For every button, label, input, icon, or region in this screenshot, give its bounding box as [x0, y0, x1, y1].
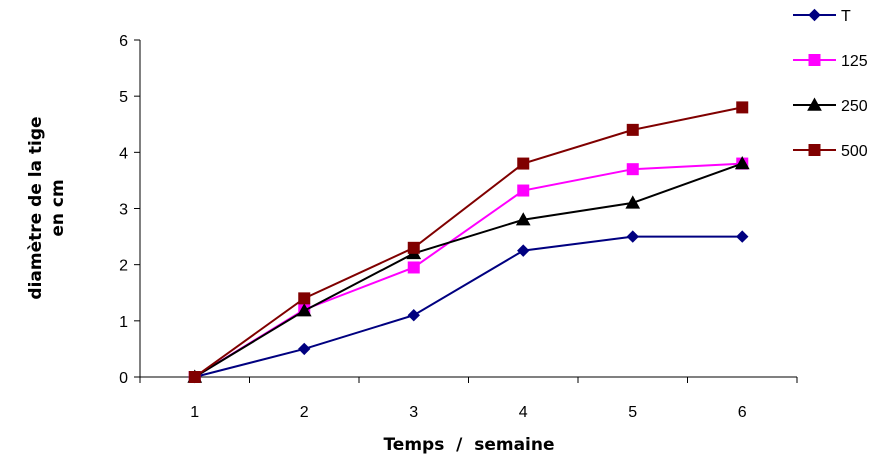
x-tick-label: 1 [190, 404, 199, 421]
x-tick-label: 3 [409, 404, 418, 421]
y-ticks: 0 1 2 3 4 5 6 [119, 33, 140, 387]
y-axis-title-line-1: diamètre de la tige [26, 116, 46, 299]
legend-marker [808, 144, 821, 156]
y-tick-label: 5 [119, 89, 128, 106]
legend-item-250: 250 [793, 97, 868, 115]
x-tick-label: 5 [628, 404, 637, 421]
series-line [194, 162, 743, 378]
series-line [194, 162, 743, 378]
series-250 [187, 156, 750, 383]
legend-marker [808, 54, 821, 66]
legend-item-125: 125 [793, 53, 868, 70]
legend-label: 125 [841, 53, 868, 70]
data-point [298, 292, 311, 305]
data-point [298, 342, 311, 356]
data-point [736, 230, 749, 243]
series-line [194, 106, 743, 378]
data-point [407, 261, 420, 274]
data-point [517, 157, 530, 170]
data-point [626, 123, 639, 136]
series-layer [187, 101, 750, 384]
data-point [407, 309, 420, 322]
y-tick-label: 0 [119, 370, 128, 387]
data-point [734, 156, 750, 170]
data-point [515, 212, 531, 226]
y-tick-label: 6 [119, 33, 128, 50]
data-point [296, 303, 312, 317]
legend-label: 250 [841, 98, 868, 115]
legend: T 125 250 500 [793, 8, 868, 160]
data-point [517, 244, 530, 257]
y-tick-label: 3 [119, 202, 128, 219]
data-point [407, 241, 420, 254]
x-tick-label: 4 [519, 404, 528, 421]
y-axis-title-line-2: en cm [48, 179, 68, 236]
data-point [626, 163, 639, 176]
data-point [625, 195, 641, 209]
data-point [188, 371, 201, 383]
legend-item-T: T [793, 8, 851, 25]
data-point [626, 230, 639, 243]
x-tick-label: 6 [738, 404, 747, 421]
y-tick-label: 2 [119, 258, 128, 275]
legend-marker [807, 97, 822, 111]
legend-marker [808, 8, 821, 22]
x-ticks: 1 2 3 4 5 6 [139, 377, 798, 421]
x-tick-label: 2 [300, 404, 309, 421]
data-point [517, 184, 530, 197]
legend-item-500: 500 [793, 143, 868, 160]
y-tick-label: 1 [119, 314, 128, 331]
x-axis-title: Temps / semaine [383, 435, 554, 455]
axes [139, 40, 797, 378]
y-axis-title: diamètre de la tige en cm [26, 116, 68, 299]
data-point [736, 101, 749, 114]
series-line [194, 235, 743, 378]
series-T [188, 230, 749, 384]
series-500 [188, 101, 749, 383]
legend-label: 500 [841, 143, 868, 160]
legend-label: T [841, 8, 851, 25]
y-tick-label: 4 [119, 145, 128, 162]
